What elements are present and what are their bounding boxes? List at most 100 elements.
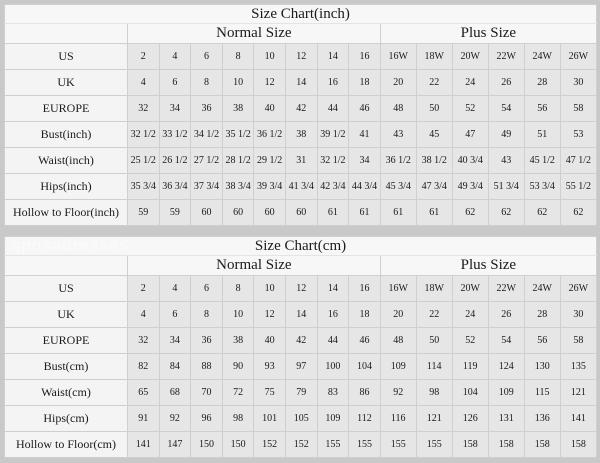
size-value-cell: 36 1/2 (253, 121, 286, 148)
table-row: US 2 4 6 8 10 12 14 16 16W 18W 20W 22W 24W 26W (4, 43, 598, 70)
size-value-cell: 22W (487, 43, 525, 70)
size-value-cell: 22W (487, 275, 525, 302)
size-value-cell: 126 (451, 405, 489, 432)
size-value-cell: 88 (190, 353, 223, 380)
size-value-cell: 121 (415, 405, 453, 432)
size-value-cell: 141 (127, 431, 160, 458)
size-value-cell: 152 (284, 431, 318, 458)
size-value-cell: 158 (487, 431, 525, 458)
size-value-cell: 32 (127, 95, 160, 122)
size-value-cell: 44 (316, 327, 350, 354)
table-row: Hollow to Floor(inch) 59 59 60 60 60 60 61 61 61 6… (4, 199, 598, 226)
size-value-cell: 43 (487, 147, 525, 174)
size-value-cell: 8 (190, 301, 223, 328)
empty-header-cell (4, 23, 128, 44)
size-value-cell: 4 (127, 69, 160, 96)
size-value-cell: 32 1/2 (127, 121, 160, 148)
row-label: UK (4, 301, 128, 328)
size-value-cell: 22 (415, 301, 453, 328)
size-value-cell: 28 (523, 301, 561, 328)
size-value-cell: 147 (158, 431, 192, 458)
size-value-cell: 43 (379, 121, 417, 148)
size-value-cell: 16 (348, 43, 381, 70)
size-value-cell: 6 (190, 43, 223, 70)
size-value-cell: 4 (127, 301, 160, 328)
size-value-cell: 10 (253, 275, 286, 302)
size-value-cell: 62 (487, 199, 525, 226)
row-label: US (4, 43, 128, 70)
size-value-cell: 40 (253, 95, 286, 122)
size-value-cell: 28 (523, 69, 561, 96)
size-value-cell: 24W (523, 43, 561, 70)
size-value-cell: 38 (221, 327, 255, 354)
size-value-cell: 20W (451, 43, 489, 70)
size-value-cell: 41 (348, 121, 381, 148)
size-value-cell: 18 (348, 301, 381, 328)
size-value-cell: 109 (379, 353, 417, 380)
size-value-cell: 92 (379, 379, 417, 406)
size-value-cell: 22 (415, 69, 453, 96)
size-value-cell: 4 (158, 275, 192, 302)
row-label: Hollow to Floor(cm) (4, 431, 128, 458)
size-value-cell: 155 (348, 431, 381, 458)
size-value-cell: 65 (127, 379, 160, 406)
size-value-cell: 82 (127, 353, 160, 380)
size-value-cell: 58 (559, 327, 598, 354)
size-value-cell: 104 (451, 379, 489, 406)
plus-size-header: Plus Size (379, 23, 598, 44)
size-value-cell: 31 (284, 147, 318, 174)
table-row: UK 4 6 8 10 12 14 16 18 20 22 24 26 28 30 (4, 301, 598, 328)
table-row: EUROPE 32 34 36 38 40 42 44 46 48 50 52 54 56 58 (4, 95, 598, 122)
row-label: Waist(inch) (4, 147, 128, 174)
size-value-cell: 6 (158, 69, 192, 96)
size-value-cell: 36 3/4 (158, 173, 192, 200)
size-value-cell: 75 (253, 379, 286, 406)
size-value-cell: 24 (451, 301, 489, 328)
group-header-row: Normal Size Plus Size (4, 255, 598, 276)
size-value-cell: 79 (284, 379, 318, 406)
size-value-cell: 38 (284, 121, 318, 148)
size-value-cell: 40 3/4 (451, 147, 489, 174)
size-value-cell: 119 (451, 353, 489, 380)
size-value-cell: 20 (379, 301, 417, 328)
size-value-cell: 49 3/4 (451, 173, 489, 200)
size-value-cell: 16W (379, 43, 417, 70)
size-value-cell: 10 (221, 69, 255, 96)
size-value-cell: 36 1/2 (379, 147, 417, 174)
size-value-cell: 30 (559, 69, 598, 96)
size-value-cell: 55 1/2 (559, 173, 598, 200)
size-value-cell: 20 (379, 69, 417, 96)
size-value-cell: 34 (158, 95, 192, 122)
size-value-cell: 124 (487, 353, 525, 380)
size-value-cell: 158 (523, 431, 561, 458)
size-value-cell: 54 (487, 95, 525, 122)
size-value-cell: 8 (221, 43, 255, 70)
table-row: Bust(cm) 82 84 88 90 93 97 100 104 109 114 119 124 13… (4, 353, 598, 380)
size-value-cell: 38 (221, 95, 255, 122)
size-value-cell: 47 (451, 121, 489, 148)
table-row: Waist(cm) 65 68 70 72 75 79 83 86 92 98 104 109 115 12… (4, 379, 598, 406)
size-value-cell: 16 (316, 69, 350, 96)
size-value-cell: 84 (158, 353, 192, 380)
table-row: Waist(inch) 25 1/2 26 1/2 27 1/2 28 1/2 29 1/… (4, 147, 598, 174)
size-value-cell: 150 (190, 431, 223, 458)
chart-title: Size Chart(inch) (3, 4, 598, 24)
size-value-cell: 12 (284, 43, 318, 70)
size-value-cell: 50 (415, 327, 453, 354)
size-value-cell: 72 (221, 379, 255, 406)
size-value-cell: 150 (221, 431, 255, 458)
size-value-cell: 93 (253, 353, 286, 380)
size-value-cell: 6 (190, 275, 223, 302)
size-value-cell: 37 3/4 (190, 173, 223, 200)
size-value-cell: 26 (487, 69, 525, 96)
size-value-cell: 49 (487, 121, 525, 148)
size-value-cell: 158 (451, 431, 489, 458)
size-value-cell: 116 (379, 405, 417, 432)
size-value-cell: 18 (348, 69, 381, 96)
size-value-cell: 34 (348, 147, 381, 174)
table-row: Hips(cm) 91 92 96 98 101 105 109 112 116 121 126 131… (4, 405, 598, 432)
size-value-cell: 56 (523, 95, 561, 122)
plus-size-header: Plus Size (379, 255, 598, 276)
size-value-cell: 48 (379, 327, 417, 354)
size-value-cell: 12 (253, 301, 286, 328)
